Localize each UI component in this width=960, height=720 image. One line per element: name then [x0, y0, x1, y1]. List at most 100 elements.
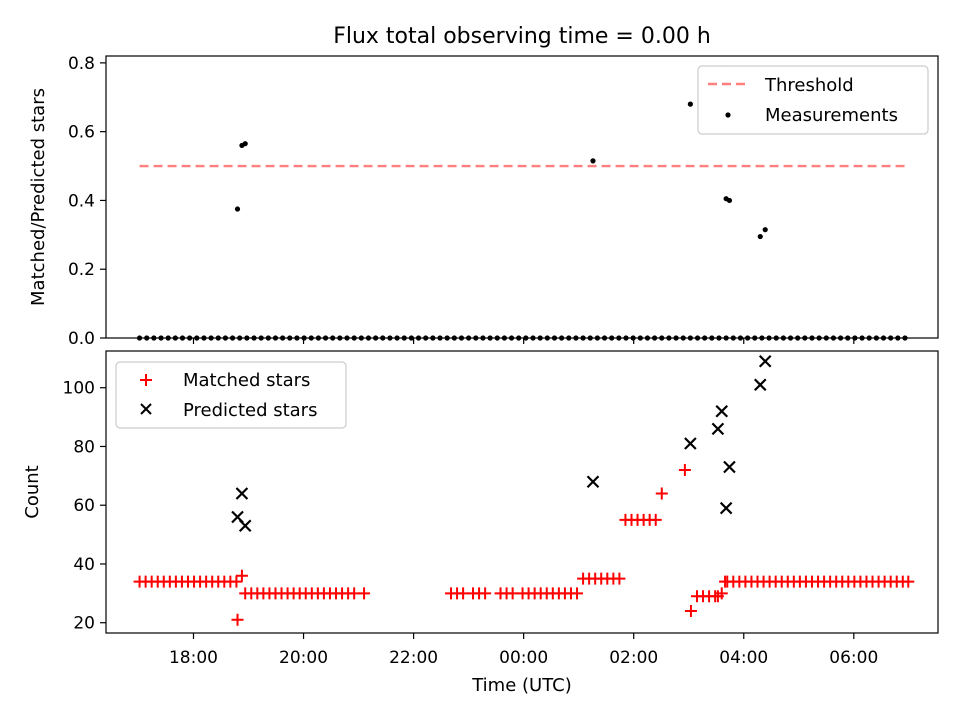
measurement-point [766, 335, 772, 341]
bottom-x-tick-label: 22:00 [389, 648, 438, 668]
measurement-point [587, 335, 593, 341]
measurement-point [380, 335, 386, 341]
matched-star-marker [684, 604, 697, 617]
matched-star-marker [230, 575, 243, 588]
measurement-point [136, 335, 143, 341]
top-y-tick-label: 0.8 [68, 54, 95, 74]
measurement-point [680, 335, 686, 341]
matched-star-marker [358, 587, 371, 600]
measurement-point [609, 335, 615, 341]
measurement-point [208, 335, 214, 341]
measurement-point [487, 335, 493, 341]
measurement-point [780, 335, 786, 341]
bottom-x-tick-label: 06:00 [829, 648, 878, 668]
measurement-point [301, 335, 307, 341]
bottom-x-ticks: 18:00 20:00 22:00 00:00 02:00 04:00 06:00 [169, 633, 878, 668]
measurement-point [888, 335, 894, 341]
bottom-x-tick-label: 04:00 [719, 648, 768, 668]
measurement-point [544, 335, 550, 341]
legend-predicted-label: Predicted stars [183, 400, 317, 421]
top-y-tick-label: 0.6 [68, 123, 95, 143]
measurement-point [902, 335, 908, 341]
measurement-point [337, 335, 343, 341]
measurement-point [859, 335, 865, 341]
measurement-point [494, 335, 500, 341]
measurement-point [816, 335, 822, 341]
measurement-point [709, 335, 715, 341]
measurement-point [158, 335, 164, 341]
top-plot-frame [105, 55, 939, 339]
measurement-point [244, 335, 250, 341]
measurement-point [838, 335, 844, 341]
measurement-point [773, 335, 779, 341]
bottom-y-tick-label: 80 [73, 437, 95, 457]
measurement-point [501, 335, 507, 341]
measurement-point [652, 335, 658, 341]
measurement-point [251, 335, 257, 341]
measurement-point [590, 158, 596, 164]
measurement-point [659, 335, 665, 341]
measurement-point [144, 335, 150, 341]
measurement-point [723, 335, 729, 341]
bottom-plot-frame [105, 350, 939, 634]
measurement-point [444, 335, 450, 341]
measurement-point [673, 335, 679, 341]
legend-threshold-label: Threshold [764, 75, 854, 96]
legend-matched-label: Matched stars [183, 370, 310, 391]
measurement-point [466, 335, 472, 341]
measurement-point [601, 335, 608, 341]
measurement-point [272, 335, 279, 341]
measurement-point [752, 335, 758, 341]
measurement-point [344, 335, 350, 341]
top-plot: 0.00.20.40.60.8 Matched/Predicted stars … [28, 54, 939, 349]
legend-measurements-label: Measurements [765, 105, 898, 126]
measurement-point [394, 335, 400, 341]
measurement-point [315, 335, 322, 341]
matched-star-marker [235, 569, 248, 582]
measurement-point [644, 335, 651, 341]
measurement-point [165, 335, 171, 341]
measurement-point [559, 335, 565, 341]
measurement-point [623, 335, 629, 341]
measurement-point [387, 335, 393, 341]
measurement-point [530, 335, 536, 341]
x-axis-label: Time (UTC) [471, 675, 572, 696]
measurement-point [215, 335, 221, 341]
measurement-point [351, 335, 357, 341]
top-y-axis-label: Matched/Predicted stars [28, 88, 49, 306]
measurement-point [845, 335, 851, 341]
measurement-point [458, 335, 465, 341]
measurement-point [187, 335, 193, 341]
measurement-point [258, 335, 264, 341]
legend-predicted-swatch [140, 403, 152, 415]
top-y-tick-label: 0.2 [68, 260, 95, 280]
measurement-point [451, 335, 457, 341]
matched-star-marker [649, 513, 662, 526]
measurement-point [730, 335, 736, 341]
bottom-y-axis-label: Count [22, 465, 43, 518]
measurement-point [373, 335, 379, 341]
measurement-point [726, 197, 733, 204]
measurement-point [237, 335, 243, 341]
matched-star-marker [479, 587, 492, 600]
measurement-point [666, 335, 672, 341]
measurement-point [757, 233, 763, 240]
measurement-point [408, 335, 414, 341]
legend-matched-swatch [140, 374, 152, 386]
bottom-legend: Matched stars Predicted stars [115, 361, 347, 429]
measurement-point [537, 335, 543, 341]
measurement-point [473, 335, 479, 341]
measurement-point [365, 335, 372, 341]
measurement-point [852, 335, 858, 341]
measurement-point [222, 335, 229, 341]
measurement-point [294, 335, 300, 341]
measurement-point [694, 335, 701, 341]
measurement-point [265, 335, 271, 341]
measurement-point [280, 335, 286, 341]
bottom-x-tick-label: 02:00 [609, 648, 658, 668]
bottom-y-tick-label: 60 [73, 496, 95, 516]
predicted-stars-points [231, 355, 772, 533]
matched-star-marker [902, 575, 915, 588]
measurement-point [523, 335, 529, 341]
top-legend-frame [697, 65, 929, 135]
